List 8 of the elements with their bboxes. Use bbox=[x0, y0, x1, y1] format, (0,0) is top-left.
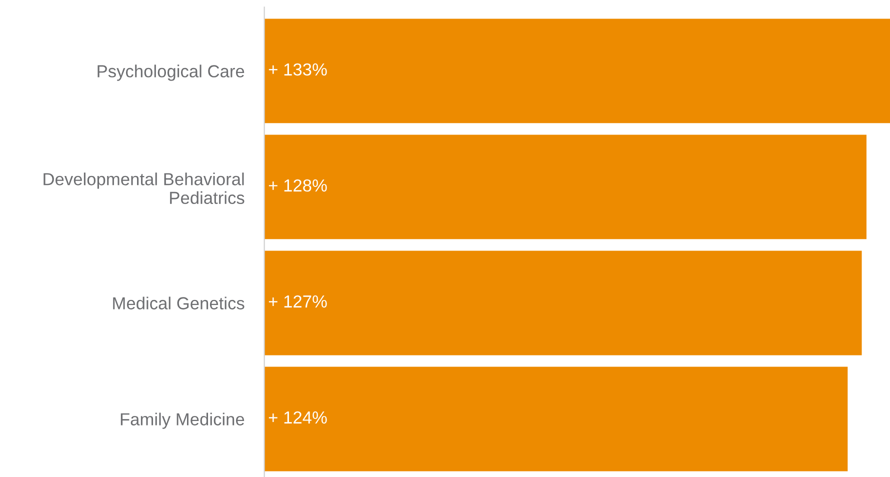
y-tick-label: Medical Genetics bbox=[113, 296, 244, 310]
data-label: + 133% bbox=[268, 63, 327, 76]
y-tick-label: Developmental Behavioral Pediatrics bbox=[44, 172, 244, 204]
y-tick-label: Family Medicine bbox=[120, 412, 244, 429]
data-label: + 127% bbox=[268, 295, 327, 308]
data-label: + 128% bbox=[268, 179, 327, 192]
data-label: + 124% bbox=[268, 411, 327, 424]
y-tick-label: Psychological Care bbox=[98, 64, 244, 81]
